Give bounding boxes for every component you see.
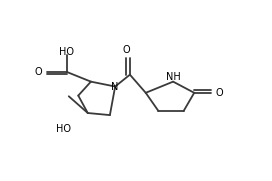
Text: HO: HO: [56, 124, 71, 134]
Text: N: N: [112, 81, 119, 92]
Text: O: O: [215, 88, 223, 98]
Text: HO: HO: [59, 47, 74, 57]
Text: NH: NH: [166, 72, 181, 82]
Text: O: O: [35, 67, 42, 77]
Text: O: O: [123, 45, 131, 55]
